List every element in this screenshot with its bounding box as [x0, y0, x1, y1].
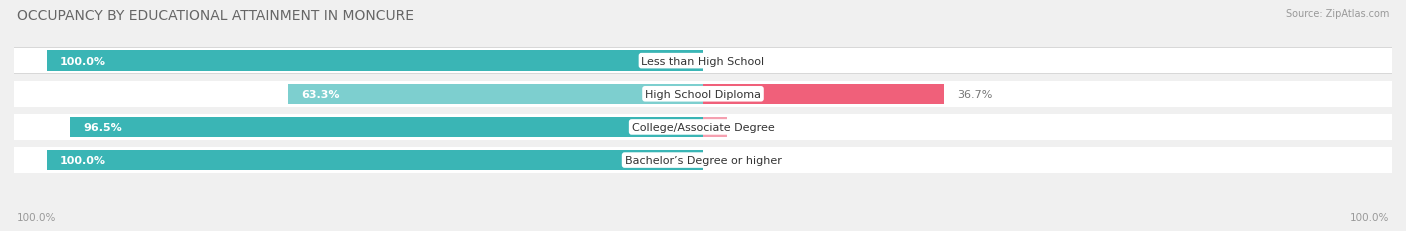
Bar — [14, 147, 1392, 173]
Bar — [14, 148, 1392, 173]
Bar — [14, 115, 1392, 140]
Bar — [288, 84, 703, 105]
Bar — [70, 117, 703, 138]
Text: Less than High School: Less than High School — [641, 56, 765, 66]
Text: Bachelor’s Degree or higher: Bachelor’s Degree or higher — [624, 155, 782, 165]
Bar — [14, 49, 1392, 74]
Text: College/Associate Degree: College/Associate Degree — [631, 122, 775, 132]
Text: High School Diploma: High School Diploma — [645, 89, 761, 99]
Text: 3.6%: 3.6% — [740, 122, 768, 132]
Bar — [703, 117, 727, 138]
Text: Source: ZipAtlas.com: Source: ZipAtlas.com — [1285, 9, 1389, 19]
Text: 0.0%: 0.0% — [716, 56, 744, 66]
Bar — [14, 82, 1392, 107]
Text: 96.5%: 96.5% — [83, 122, 122, 132]
Bar — [703, 84, 943, 105]
Bar — [14, 114, 1392, 141]
Text: 100.0%: 100.0% — [60, 155, 105, 165]
Text: 100.0%: 100.0% — [17, 212, 56, 222]
Text: OCCUPANCY BY EDUCATIONAL ATTAINMENT IN MONCURE: OCCUPANCY BY EDUCATIONAL ATTAINMENT IN M… — [17, 9, 413, 23]
Bar — [14, 81, 1392, 108]
Bar — [46, 150, 703, 171]
Text: 36.7%: 36.7% — [957, 89, 993, 99]
Bar — [46, 51, 703, 72]
Text: 0.0%: 0.0% — [716, 155, 744, 165]
Text: 100.0%: 100.0% — [1350, 212, 1389, 222]
Text: 100.0%: 100.0% — [60, 56, 105, 66]
Text: 63.3%: 63.3% — [301, 89, 339, 99]
Bar — [14, 48, 1392, 75]
